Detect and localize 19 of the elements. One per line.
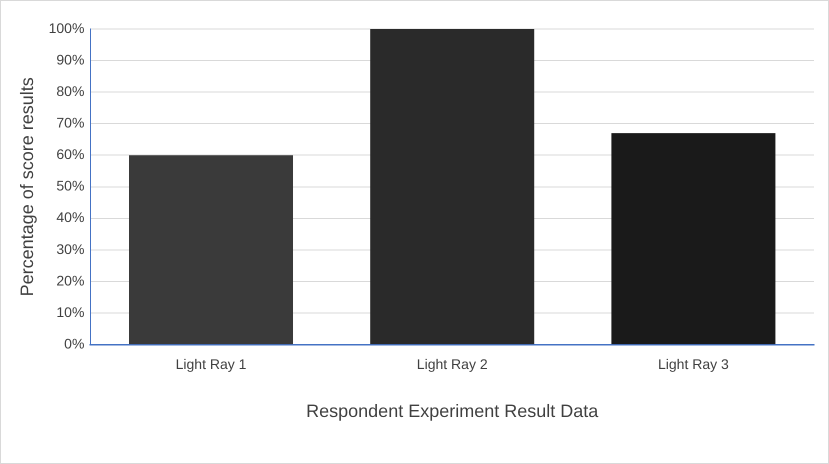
y-tick-label: 40% [56,209,84,226]
y-tick-label: 10% [56,304,84,320]
x-tick-label: Light Ray 2 [416,356,488,372]
y-tick-label: 50% [56,178,84,194]
y-tick-label: 0% [64,335,84,352]
x-axis-title: Respondent Experiment Result Data [306,401,600,422]
bar [129,155,294,344]
bar [611,133,776,344]
bar [370,29,534,344]
y-tick-label: 20% [56,272,84,288]
x-tick-label: Light Ray 1 [176,356,247,372]
y-tick-label: 60% [56,146,84,162]
y-tick-label: 70% [56,114,84,131]
x-tick-label: Light Ray 3 [658,356,730,372]
y-tick-label: 30% [56,240,84,257]
y-tick-label: 90% [56,51,84,68]
y-tick-label: 100% [48,20,84,36]
y-tick-label: 80% [56,82,84,99]
y-axis-title: Percentage of score results [16,77,37,296]
